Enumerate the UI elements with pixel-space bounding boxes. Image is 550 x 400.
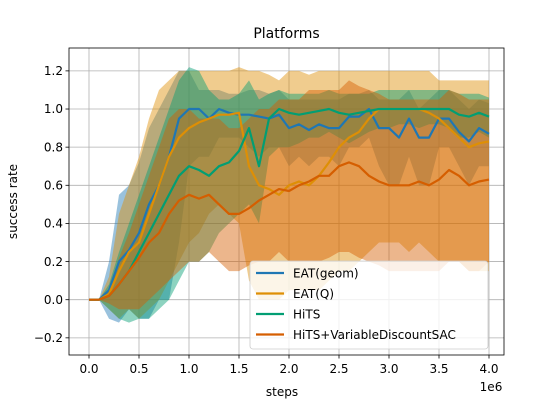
series-lines — [89, 107, 490, 301]
x-tick-label: 2.5 — [329, 362, 348, 376]
x-tick-label: 1.0 — [179, 362, 198, 376]
y-axis-label: success rate — [6, 164, 20, 239]
band-series-0 — [89, 70, 489, 323]
x-axis-label: steps — [266, 385, 298, 399]
legend-label-1: EAT(Q) — [293, 287, 334, 301]
axis-ticks: 0.0 0.5 1.0 1.5 2.0 2.5 3.0 3.5 4.0 −0.2 0.0 0.2 0.4… — [34, 64, 499, 376]
y-tick-label: 1.2 — [44, 64, 63, 78]
x-tick-label: 0.5 — [129, 362, 148, 376]
legend-label-0: EAT(geom) — [293, 266, 359, 280]
y-tick-label: 1.0 — [44, 102, 63, 116]
band-series-1 — [89, 67, 489, 319]
x-tick-label: 2.0 — [279, 362, 298, 376]
y-tick-label: 0.8 — [44, 140, 63, 154]
y-tick-label: −0.2 — [34, 331, 63, 345]
y-tick-label: 0.4 — [44, 217, 63, 231]
x-tick-label: 3.0 — [379, 362, 398, 376]
confidence-bands — [89, 67, 489, 323]
legend-box — [249, 260, 489, 350]
plot-frame — [68, 47, 505, 356]
line-series-1 — [89, 107, 490, 301]
y-tick-label: 0.2 — [44, 255, 63, 269]
x-tick-label: 3.5 — [429, 362, 448, 376]
x-tick-label: 1.5 — [229, 362, 248, 376]
legend-label-3: HiTS+VariableDiscountSAC — [293, 328, 456, 342]
x-axis-multiplier: 1e6 — [480, 380, 503, 394]
line-series-2 — [89, 107, 490, 301]
legend: EAT(geom) EAT(Q) HiTS HiTS+VariableDiscount… — [249, 260, 489, 350]
x-tick-label: 4.0 — [479, 362, 498, 376]
y-tick-label: 0.0 — [44, 293, 63, 307]
band-series-3 — [89, 80, 489, 310]
line-series-3 — [89, 161, 490, 301]
legend-label-2: HiTS — [293, 307, 320, 321]
x-tick-label: 0.0 — [79, 362, 98, 376]
band-series-2 — [89, 67, 489, 323]
y-tick-label: 0.6 — [44, 178, 63, 192]
chart-title: Platforms — [253, 26, 319, 42]
